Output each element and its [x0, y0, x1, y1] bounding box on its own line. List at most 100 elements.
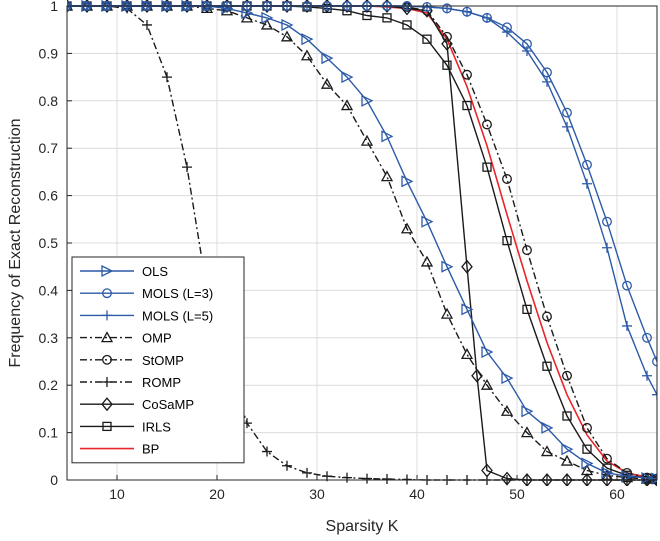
data-point-ols — [441, 260, 454, 273]
y-tick-label: 1 — [50, 0, 58, 14]
data-point-omp — [320, 77, 334, 89]
y-tick-label: 0.6 — [39, 188, 59, 204]
data-point-mols-l-5 — [422, 1, 432, 12]
data-point-mols-l-3 — [602, 216, 612, 227]
data-point-mols-l-5 — [652, 389, 657, 400]
data-point-omp — [440, 307, 454, 319]
data-point-romp — [142, 19, 152, 30]
legend-item-bp: BP — [80, 442, 159, 457]
data-point-mols-l-5 — [602, 242, 612, 253]
y-tick-label: 0 — [50, 472, 58, 488]
data-point-mols-l-5 — [502, 27, 512, 38]
legend-item-stomp: StOMP — [80, 353, 184, 368]
data-point-mols-l-3 — [622, 280, 632, 291]
data-point-ols — [421, 215, 434, 228]
data-point-ols — [581, 457, 594, 470]
data-point-ols — [481, 345, 494, 359]
data-point-mols-l-3 — [652, 356, 657, 367]
y-tick-label: 0.4 — [39, 282, 59, 298]
data-point-stomp — [462, 69, 472, 80]
y-tick-label: 0.7 — [39, 140, 59, 156]
data-point-mols-l-5 — [642, 370, 652, 381]
data-point-mols-l-3 — [582, 159, 592, 170]
legend-marker-mols-l-5 — [102, 310, 112, 321]
legend-label-ols: OLS — [142, 264, 168, 279]
legend-marker-romp — [102, 377, 112, 387]
data-point-ols — [501, 372, 514, 385]
data-point-ols — [541, 421, 554, 434]
y-axis: 0 0.1 0.2 0.3 0.4 0.5 0.6 0.7 0.8 0.9 1 — [39, 0, 72, 488]
data-point-ols — [341, 71, 354, 84]
legend-item-irls: IRLS — [80, 419, 171, 434]
data-point-stomp — [582, 422, 592, 433]
data-point-cosamp — [601, 472, 613, 486]
data-point-cosamp — [461, 259, 473, 274]
data-point-cosamp — [421, 3, 433, 18]
data-point-omp — [340, 99, 354, 111]
data-point-ols — [621, 470, 634, 483]
data-point-romp — [342, 472, 352, 483]
data-point-mols-l-5 — [542, 76, 552, 87]
data-point-omp — [540, 445, 554, 457]
data-point-romp — [182, 162, 192, 173]
legend-marker-mols-l-3 — [102, 288, 112, 299]
y-tick-label: 0.8 — [39, 93, 59, 109]
legend-label-omp: OMP — [142, 331, 172, 346]
data-point-ols — [261, 11, 274, 24]
data-point-mols-l-5 — [582, 178, 592, 189]
data-point-omp — [300, 49, 314, 61]
data-point-mols-l-5 — [522, 46, 532, 57]
x-tick-label: 60 — [609, 486, 625, 502]
data-point-cosamp — [481, 463, 493, 478]
data-point-cosamp — [541, 472, 553, 486]
legend-marker-irls — [102, 421, 112, 432]
data-point-stomp — [502, 174, 512, 184]
data-point-romp — [162, 72, 172, 83]
data-point-ols — [361, 94, 374, 107]
legend-item-mols-l-3: MOLS (L=3) — [80, 286, 213, 301]
data-point-irls — [462, 100, 472, 111]
legend-item-cosamp: CoSaMP — [80, 397, 194, 412]
data-point-ols — [521, 405, 534, 418]
legend-item-mols-l-5: MOLS (L=5) — [80, 308, 213, 323]
data-point-ols — [321, 52, 334, 65]
data-point-mols-l-5 — [462, 6, 472, 17]
data-point-ols — [651, 472, 657, 485]
data-point-romp — [382, 474, 392, 485]
legend: OLS MOLS (L=3) MOLS (L=5) OMP StOMP ROMP CoSaM… — [71, 256, 245, 464]
data-point-stomp — [482, 119, 492, 130]
data-point-omp — [460, 348, 474, 360]
data-point-omp — [500, 404, 514, 416]
data-point-irls — [542, 361, 552, 371]
legend-marker-omp — [100, 331, 114, 343]
data-point-omp — [560, 454, 574, 466]
data-point-ols — [281, 18, 294, 32]
legend-label-cosamp: CoSaMP — [142, 397, 194, 412]
data-point-irls — [442, 60, 452, 70]
y-tick-label: 0.3 — [39, 330, 59, 346]
data-point-omp — [400, 222, 414, 234]
x-tick-label: 20 — [209, 486, 225, 502]
legend-marker-ols — [101, 264, 114, 278]
data-point-irls — [402, 20, 412, 30]
data-point-omp — [260, 18, 274, 30]
data-point-omp — [280, 30, 294, 42]
data-point-mols-l-5 — [442, 3, 452, 14]
legend-label-mols-l-5: MOLS (L=5) — [142, 308, 213, 323]
y-tick-label: 0.2 — [39, 377, 59, 393]
data-point-mols-l-3 — [562, 107, 572, 118]
x-tick-label: 40 — [409, 486, 425, 502]
data-point-omp — [380, 170, 394, 182]
data-point-omp — [520, 426, 534, 438]
data-point-stomp — [602, 453, 612, 464]
data-point-mols-l-5 — [482, 12, 492, 23]
data-point-romp — [362, 473, 372, 484]
y-tick-label: 0.1 — [39, 425, 59, 441]
data-point-ols — [641, 472, 654, 485]
data-point-ols — [561, 443, 574, 456]
data-point-stomp — [542, 311, 552, 322]
data-point-ols — [601, 466, 614, 479]
data-point-cosamp — [561, 472, 573, 486]
data-point-irls — [522, 304, 532, 315]
data-point-cosamp — [441, 36, 453, 51]
